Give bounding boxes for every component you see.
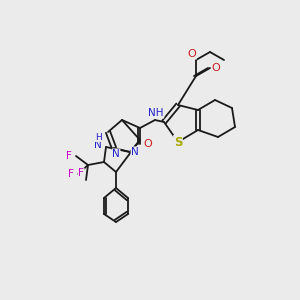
Text: H: H xyxy=(94,133,101,142)
Text: F: F xyxy=(68,169,74,179)
Text: O: O xyxy=(144,139,152,149)
Text: F: F xyxy=(78,168,84,178)
Text: N: N xyxy=(94,140,102,150)
Text: N: N xyxy=(112,149,120,159)
Text: F: F xyxy=(66,151,72,161)
Text: NH: NH xyxy=(148,108,164,118)
Text: O: O xyxy=(212,63,220,73)
Text: O: O xyxy=(188,49,196,59)
Text: S: S xyxy=(174,136,182,148)
Text: N: N xyxy=(131,147,139,157)
